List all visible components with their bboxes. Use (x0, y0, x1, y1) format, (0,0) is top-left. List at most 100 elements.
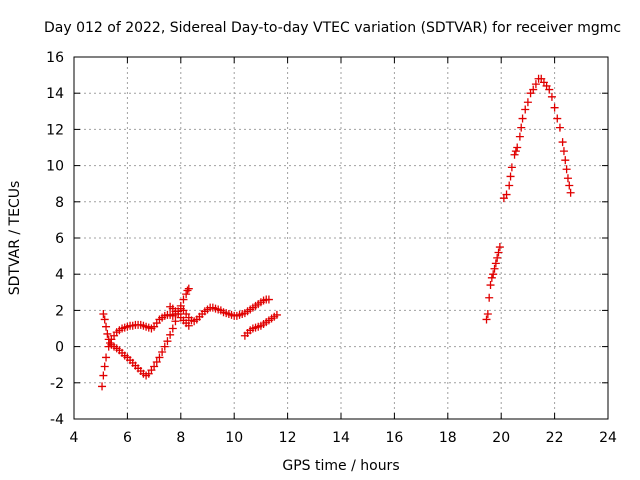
data-point (510, 150, 519, 159)
y-tick-label: 10 (46, 159, 64, 175)
data-point (550, 103, 559, 112)
data-point (563, 174, 572, 183)
data-point (513, 143, 522, 152)
data-point (531, 80, 540, 89)
data-point (566, 188, 575, 197)
data-point (545, 85, 554, 94)
x-tick-label: 16 (385, 430, 403, 446)
x-tick-label: 6 (123, 430, 132, 446)
data-point (483, 310, 492, 319)
data-point (171, 317, 180, 326)
data-point (179, 295, 188, 304)
data-point (555, 123, 564, 132)
data-point (152, 357, 161, 366)
data-point (529, 85, 538, 94)
data-point (489, 270, 498, 279)
series-track-a-ascending (98, 331, 119, 391)
data-point (553, 114, 562, 123)
series-track-e-evening (482, 243, 504, 324)
x-tick-label: 20 (492, 430, 510, 446)
data-point (558, 138, 567, 147)
data-point (100, 315, 109, 324)
data-point (490, 264, 499, 273)
y-tick-label: 12 (46, 122, 64, 138)
data-point (99, 310, 108, 319)
chart-title: Day 012 of 2022, Sidereal Day-to-day VTE… (44, 20, 621, 36)
x-tick-label: 22 (546, 430, 564, 446)
data-point (184, 321, 193, 330)
data-point (182, 290, 191, 299)
data-point (507, 163, 516, 172)
data-point (160, 342, 169, 351)
data-point (559, 147, 568, 156)
data-point (515, 132, 524, 141)
series-track-a-plateau (112, 295, 273, 337)
grid-lines (74, 57, 608, 419)
data-point (523, 98, 532, 107)
data-point (150, 362, 159, 371)
x-axis-label: GPS time / hours (282, 458, 399, 474)
data-point (168, 324, 177, 333)
data-point (163, 337, 172, 346)
data-point (487, 273, 496, 282)
data-point (103, 329, 112, 338)
data-point (493, 253, 502, 262)
data-point (100, 362, 109, 371)
data-point (264, 295, 273, 304)
y-tick-label: 16 (46, 50, 64, 66)
y-axis-label: SDTVAR / TECUs (7, 181, 23, 296)
plot-frame (73, 56, 609, 420)
data-point (158, 348, 167, 357)
data-points (98, 74, 575, 391)
data-point (183, 286, 192, 295)
data-point (562, 165, 571, 174)
data-point (155, 353, 164, 362)
data-point (521, 105, 530, 114)
y-tick-label: 2 (55, 303, 64, 319)
y-tick-label: 6 (55, 231, 64, 247)
x-tick-label: 4 (70, 430, 79, 446)
x-tick-label: 24 (599, 430, 617, 446)
data-point (166, 330, 175, 339)
y-tick-label: -2 (50, 376, 64, 392)
data-point (486, 281, 495, 290)
x-tick-label: 12 (279, 430, 297, 446)
data-point (104, 335, 113, 344)
data-point (506, 172, 515, 181)
y-tick-label: 4 (55, 267, 64, 283)
data-point (99, 371, 108, 380)
data-point (106, 338, 115, 347)
x-tick-label: 14 (332, 430, 350, 446)
data-point (184, 284, 193, 293)
data-point (561, 156, 570, 165)
data-point (502, 190, 511, 199)
series-track-c-short (166, 302, 193, 330)
data-point (565, 181, 574, 190)
data-point (518, 114, 527, 123)
series-track-b-descending (99, 310, 151, 380)
data-point (494, 248, 503, 257)
data-point (102, 353, 111, 362)
data-point (482, 315, 491, 324)
data-point (517, 123, 526, 132)
data-point (98, 382, 107, 391)
y-tick-label: 0 (55, 340, 64, 356)
data-point (485, 293, 494, 302)
x-tick-label: 10 (225, 430, 243, 446)
data-point (495, 243, 504, 252)
data-point (491, 259, 500, 268)
y-tick-label: -4 (50, 412, 64, 428)
x-tick-label: 18 (439, 430, 457, 446)
y-tick-label: 14 (46, 86, 64, 102)
series-track-d-late (240, 310, 281, 340)
data-point (505, 181, 514, 190)
data-point (511, 147, 520, 156)
data-point (547, 92, 556, 101)
series-track-f-peak (499, 74, 575, 203)
y-tick-label: 8 (55, 195, 64, 211)
data-point (176, 301, 185, 310)
data-point (272, 310, 281, 319)
x-tick-label: 8 (176, 430, 185, 446)
